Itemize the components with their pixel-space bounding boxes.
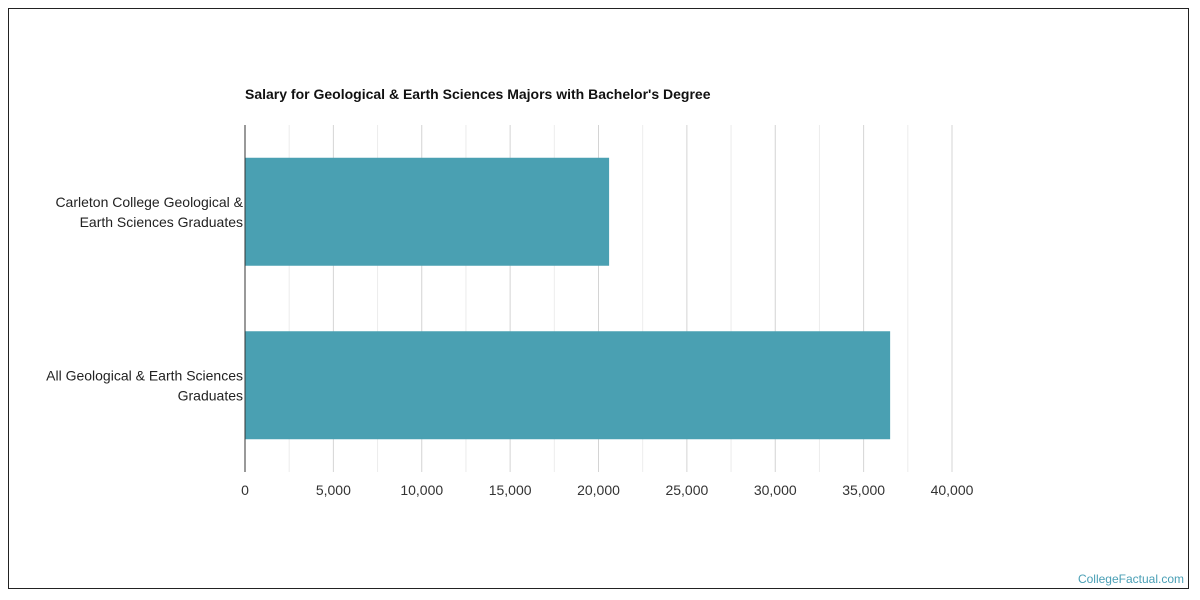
bars (245, 157, 891, 440)
x-tick-label: 0 (241, 482, 249, 498)
x-tick-label: 5,000 (316, 482, 351, 498)
category-label: All Geological & Earth Sciences (46, 367, 243, 383)
x-tick-label: 20,000 (577, 482, 620, 498)
chart-title: Salary for Geological & Earth Sciences M… (245, 86, 711, 102)
bar[interactable] (245, 157, 610, 266)
x-tick-label: 25,000 (665, 482, 708, 498)
x-tick-label: 15,000 (489, 482, 532, 498)
credit-link[interactable]: CollegeFactual.com (1077, 572, 1184, 586)
x-tick-label: 35,000 (842, 482, 885, 498)
category-labels: Carleton College Geological & Earth Scien… (46, 194, 244, 404)
x-tick-labels: 0 5,000 10,000 15,000 20,000 25,000 30,000 35,0… (241, 482, 974, 498)
category-label: Carleton College Geological & (55, 194, 243, 210)
bar[interactable] (245, 331, 891, 440)
category-label: Graduates (178, 387, 243, 403)
x-tick-label: 10,000 (400, 482, 443, 498)
x-tick-label: 40,000 (931, 482, 974, 498)
x-tick-label: 30,000 (754, 482, 797, 498)
category-label: Earth Sciences Graduates (80, 214, 243, 230)
